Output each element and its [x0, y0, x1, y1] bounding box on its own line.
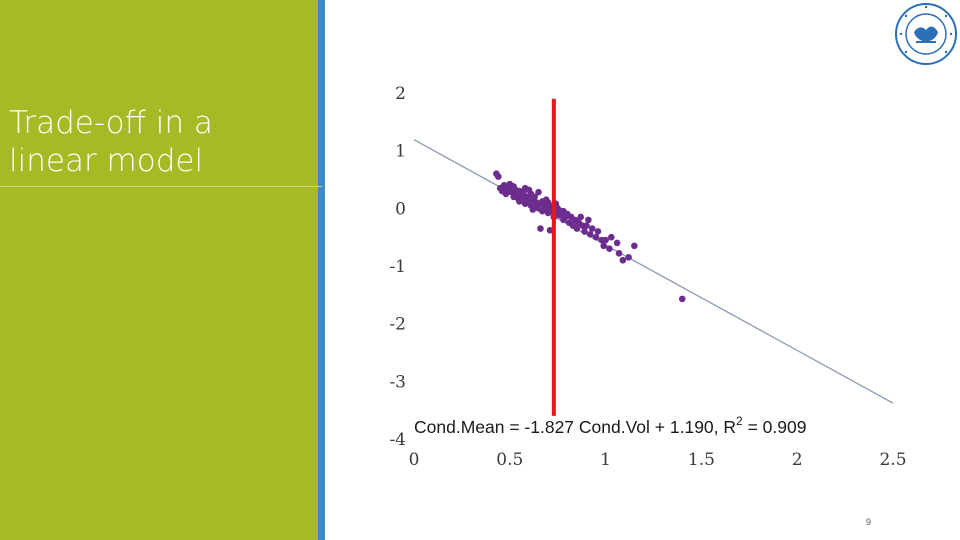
accent-bar [318, 0, 325, 540]
title-divider [0, 186, 322, 187]
data-point [495, 173, 502, 180]
data-point [525, 186, 533, 194]
y-tick-label: -1 [389, 257, 406, 277]
x-tick-label: 2 [792, 450, 803, 470]
x-axis: 0 0.5 1 1.5 2 2.5 [409, 450, 907, 470]
regression-line [413, 139, 894, 404]
y-tick-label: -2 [389, 315, 406, 335]
data-point [542, 196, 550, 203]
data-point [583, 222, 590, 229]
x-tick-label: 1 [600, 450, 611, 470]
data-point [602, 236, 609, 244]
data-point [512, 186, 519, 194]
data-point [531, 193, 539, 201]
data-point [535, 188, 542, 196]
data-point [600, 242, 607, 250]
data-point [519, 188, 527, 196]
data-point [585, 216, 592, 224]
y-axis: 2 1 0 -1 -2 -3 -4 [389, 84, 406, 450]
data-point [586, 230, 594, 238]
scatter-chart: 2 1 0 -1 -2 -3 -4 0 0.5 1 1.5 2 2.5 Cond.Mean = -1.… [389, 84, 907, 470]
data-point [573, 225, 581, 232]
data-point [577, 213, 584, 221]
data-point [546, 226, 554, 234]
data-point [594, 228, 602, 235]
x-tick-label: 1.5 [688, 450, 715, 470]
data-point [588, 225, 596, 232]
data-point [537, 225, 544, 232]
data-point [560, 207, 567, 215]
data-point [678, 295, 686, 303]
data-point [502, 190, 510, 198]
data-point [581, 228, 588, 235]
x-tick-label: 0.5 [496, 450, 523, 470]
y-tick-label: -4 [389, 430, 406, 450]
x-tick-label: 2.5 [879, 450, 906, 470]
title-panel [0, 0, 318, 540]
slide-title: Trade-off in a linear model [9, 105, 213, 179]
imf-seal-icon [895, 3, 957, 65]
data-point [615, 250, 623, 257]
data-point [625, 254, 632, 261]
data-point [592, 233, 600, 241]
y-tick-label: 2 [395, 84, 406, 104]
data-point [631, 242, 638, 250]
page-number: 9 [866, 517, 872, 527]
data-point [506, 180, 514, 188]
regression-equation: Cond.Mean = -1.827 Cond.Vol + 1.190, R2 … [414, 414, 806, 437]
y-tick-label: 0 [395, 199, 406, 219]
data-points [493, 170, 686, 303]
data-point [619, 256, 627, 264]
data-point [529, 206, 537, 213]
data-point [608, 233, 615, 241]
x-tick-label: 0 [409, 450, 420, 470]
y-tick-label: -3 [389, 372, 406, 392]
data-point [606, 245, 613, 252]
data-point [613, 239, 621, 247]
y-tick-label: 1 [395, 142, 406, 162]
